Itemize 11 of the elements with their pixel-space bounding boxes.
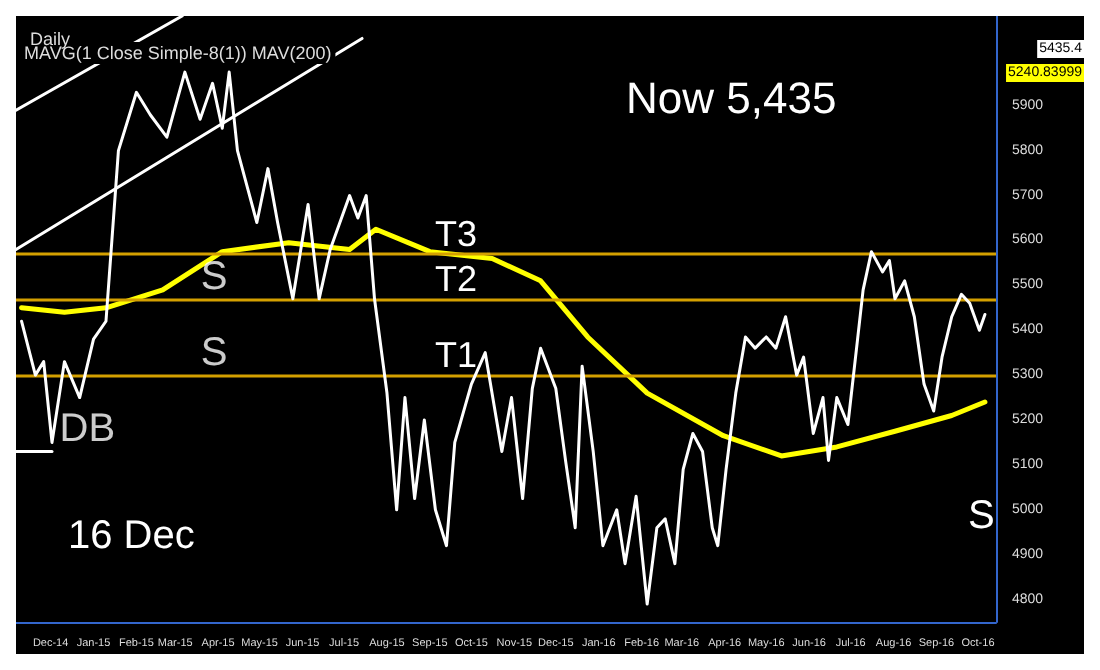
annotation: 16 Dec [68,514,195,558]
annotation: S [968,494,995,538]
annotation: Now 5,435 [626,73,837,123]
annotation: S [200,254,228,299]
annotation: S [200,331,228,376]
text: MAVG(1 Close Simple-8(1)) MAV(200) [24,43,332,63]
ref-line-label: T3 [434,213,478,254]
text: Daily [30,29,72,49]
ref-line-label: T1 [434,335,478,376]
ref-line-label: T2 [434,258,478,299]
annotation: DB [59,407,116,452]
